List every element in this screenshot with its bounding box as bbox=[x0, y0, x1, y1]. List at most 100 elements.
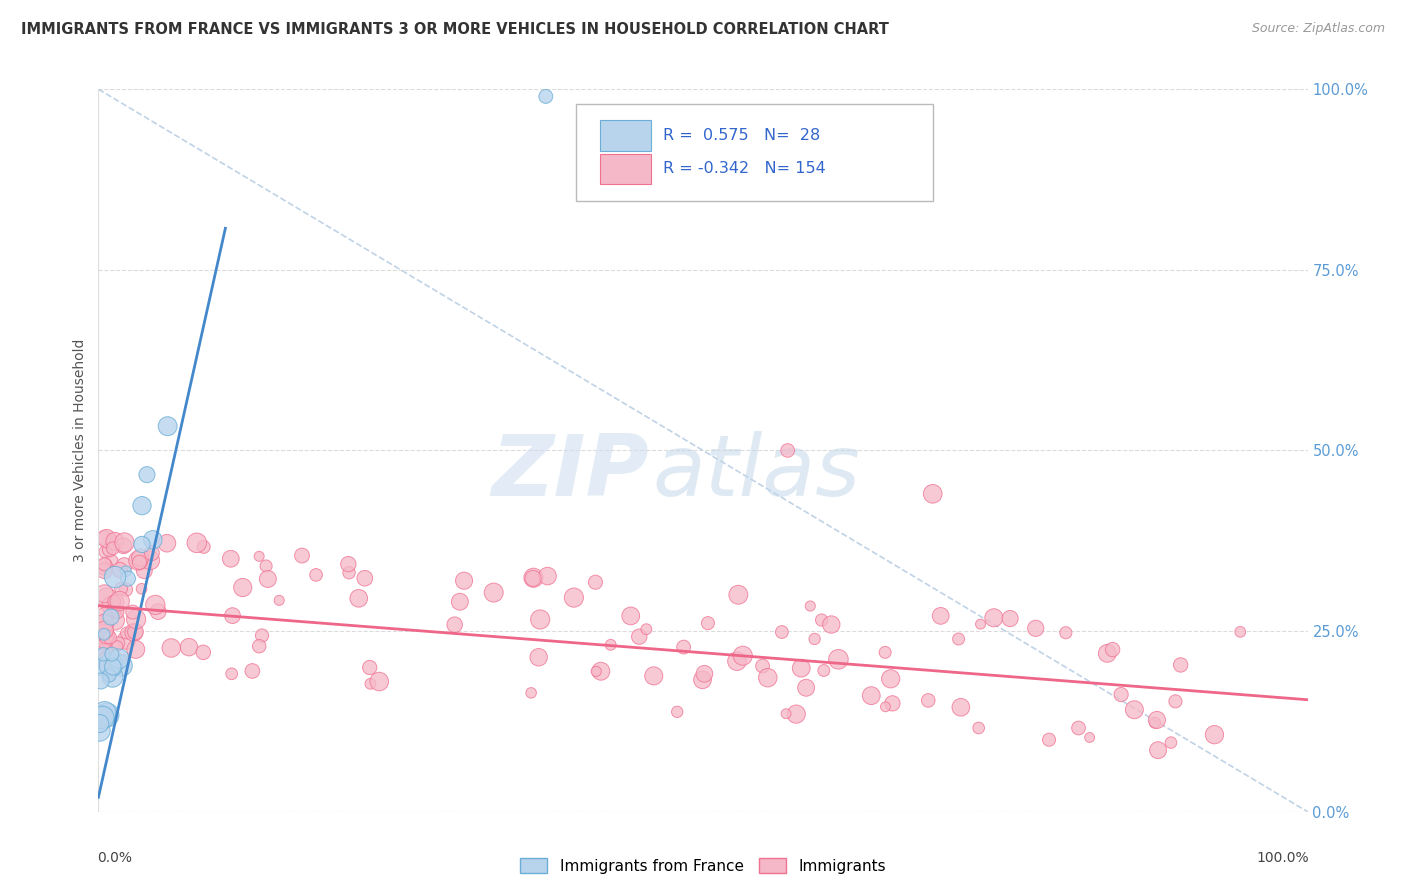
Point bbox=[794, 681, 817, 695]
Point bbox=[756, 671, 779, 685]
Y-axis label: 3 or more Vehicles in Household: 3 or more Vehicles in Household bbox=[73, 339, 87, 562]
Point bbox=[89, 659, 111, 673]
Point bbox=[98, 668, 121, 682]
Point bbox=[1078, 731, 1101, 745]
Point bbox=[115, 564, 138, 578]
Point bbox=[353, 571, 375, 585]
Point bbox=[453, 574, 475, 588]
Point bbox=[291, 549, 314, 563]
Text: R = -0.342   N= 154: R = -0.342 N= 154 bbox=[664, 161, 825, 177]
Point bbox=[128, 555, 150, 569]
Point bbox=[127, 554, 149, 568]
Point bbox=[94, 545, 117, 559]
Point bbox=[97, 647, 120, 661]
Point bbox=[672, 640, 695, 654]
Point bbox=[93, 706, 115, 720]
Point bbox=[100, 532, 122, 546]
Point bbox=[368, 674, 391, 689]
Point bbox=[522, 571, 544, 585]
Point bbox=[93, 564, 115, 578]
Point bbox=[93, 644, 115, 658]
FancyBboxPatch shape bbox=[600, 153, 651, 184]
Point bbox=[636, 622, 658, 636]
Point bbox=[100, 599, 122, 613]
Point bbox=[1101, 642, 1123, 657]
Point bbox=[100, 610, 122, 624]
Point bbox=[221, 666, 243, 681]
Point bbox=[337, 566, 360, 580]
Point bbox=[98, 653, 121, 667]
Point bbox=[820, 617, 842, 632]
Point bbox=[93, 644, 115, 658]
Point bbox=[813, 664, 835, 678]
Point bbox=[98, 542, 121, 557]
Point bbox=[100, 658, 122, 673]
Point bbox=[101, 659, 124, 673]
Point bbox=[108, 652, 131, 666]
Point bbox=[94, 629, 117, 643]
Text: R =  0.575   N=  28: R = 0.575 N= 28 bbox=[664, 128, 820, 143]
Point bbox=[240, 664, 263, 678]
Point bbox=[250, 629, 273, 643]
Point bbox=[257, 572, 280, 586]
Point bbox=[589, 665, 612, 679]
Point bbox=[93, 559, 115, 574]
Point bbox=[96, 591, 118, 605]
Point bbox=[139, 553, 162, 567]
Point bbox=[186, 536, 208, 550]
Point bbox=[254, 558, 277, 573]
Point bbox=[1123, 703, 1146, 717]
Point bbox=[90, 673, 112, 688]
Point bbox=[983, 611, 1005, 625]
Point bbox=[142, 533, 165, 547]
Point bbox=[599, 638, 621, 652]
Text: Source: ZipAtlas.com: Source: ZipAtlas.com bbox=[1251, 22, 1385, 36]
FancyBboxPatch shape bbox=[600, 120, 651, 151]
Point bbox=[101, 670, 124, 684]
Point bbox=[177, 640, 200, 655]
Point bbox=[482, 585, 505, 599]
Point bbox=[193, 645, 215, 659]
Point bbox=[643, 669, 665, 683]
Point bbox=[1170, 657, 1192, 672]
Point bbox=[359, 660, 381, 674]
Point bbox=[1067, 721, 1090, 735]
Point bbox=[93, 616, 115, 631]
Point bbox=[921, 487, 943, 501]
Point bbox=[696, 616, 718, 631]
Point bbox=[969, 617, 991, 632]
Point bbox=[115, 633, 138, 648]
FancyBboxPatch shape bbox=[576, 103, 932, 202]
Point bbox=[967, 721, 990, 735]
Point bbox=[929, 608, 952, 623]
Point bbox=[727, 588, 749, 602]
Point bbox=[917, 693, 939, 707]
Point bbox=[131, 499, 153, 513]
Point bbox=[114, 582, 136, 597]
Point bbox=[305, 568, 328, 582]
Point bbox=[1204, 728, 1226, 742]
Point bbox=[134, 564, 156, 578]
Point bbox=[693, 666, 716, 681]
Point bbox=[692, 673, 714, 687]
Point bbox=[91, 647, 114, 661]
Point bbox=[628, 630, 651, 644]
Point bbox=[731, 648, 754, 663]
Point bbox=[141, 546, 163, 560]
Point bbox=[1164, 694, 1187, 708]
Point bbox=[146, 605, 169, 619]
Point bbox=[93, 531, 115, 545]
Point bbox=[104, 570, 127, 584]
Point bbox=[89, 710, 111, 724]
Point bbox=[1054, 625, 1077, 640]
Point bbox=[136, 467, 159, 482]
Point bbox=[129, 550, 152, 565]
Point bbox=[122, 625, 145, 640]
Point bbox=[115, 626, 138, 640]
Point bbox=[337, 557, 360, 571]
Point bbox=[108, 563, 131, 577]
Point bbox=[114, 535, 136, 549]
Point bbox=[121, 605, 143, 619]
Point bbox=[810, 613, 832, 627]
Point bbox=[219, 551, 242, 566]
